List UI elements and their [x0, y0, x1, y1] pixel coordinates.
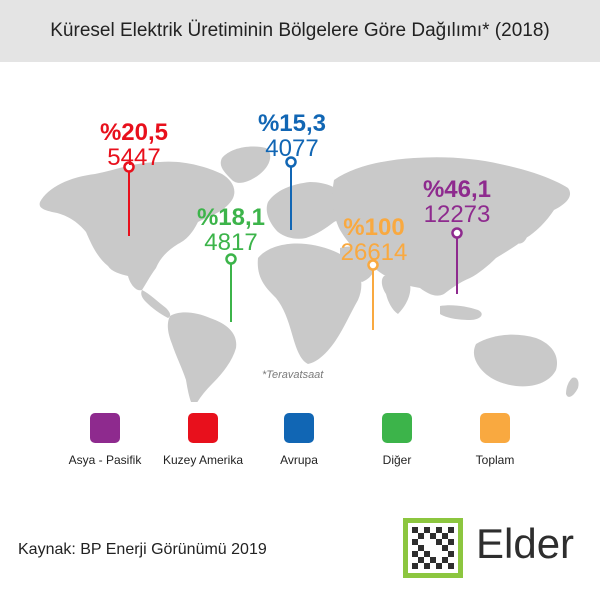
legend-swatch [90, 413, 120, 443]
legend-swatch [480, 413, 510, 443]
marker-pin-diger [225, 253, 237, 265]
kuzey-amerika-percent: %20,5 [99, 119, 169, 146]
callout-kuzey-amerika: %20,5 5447 [86, 121, 182, 170]
continent-indonesia [440, 305, 482, 320]
continent-europe [266, 182, 348, 239]
continent-south-america [167, 312, 237, 402]
legend-label: Avrupa [280, 453, 318, 467]
diger-value: 4817 [204, 229, 258, 256]
avrupa-value: 4077 [265, 135, 319, 162]
world-map [39, 146, 579, 402]
toplam-value: 26614 [340, 239, 408, 266]
continent-india [381, 275, 411, 314]
callout-avrupa: %15,3 4077 [244, 112, 340, 161]
continent-africa [257, 243, 362, 364]
legend-item-toplam: Toplam [440, 413, 550, 467]
legend-swatch [284, 413, 314, 443]
asya-pasifik-value: 12273 [423, 201, 491, 228]
chart-title: Küresel Elektrik Üretiminin Bölgelere Gö… [50, 20, 550, 41]
legend-item-diger: Diğer [342, 413, 452, 467]
source-text: Kaynak: BP Enerji Görünümü 2019 [18, 541, 267, 558]
continent-greenland [220, 146, 271, 183]
legend-label: Kuzey Amerika [162, 453, 244, 467]
region-markers [123, 156, 463, 330]
continents [39, 146, 579, 402]
diger-percent: %18,1 [196, 204, 266, 231]
legend-item-kuzey-amerika: Kuzey Amerika [148, 413, 258, 467]
elder-logo: Elder [403, 518, 591, 578]
legend-swatch [382, 413, 412, 443]
callout-diger: %18,1 4817 [183, 206, 279, 255]
asya-pasifik-percent: %46,1 [422, 176, 492, 203]
callout-toplam: %100 26614 [326, 216, 422, 265]
avrupa-percent: %15,3 [257, 110, 327, 137]
legend-label: Diğer [382, 453, 412, 467]
continent-new-zealand [566, 377, 579, 397]
toplam-percent: %100 [343, 214, 405, 241]
legend-item-asya-pasifik: Asya - Pasifik [50, 413, 160, 467]
title-bar: Küresel Elektrik Üretiminin Bölgelere Gö… [0, 0, 600, 62]
legend-label: Asya - Pasifik [68, 453, 142, 467]
marker-pin-asya-pasifik [451, 227, 463, 239]
continent-north-america [39, 161, 235, 291]
kuzey-amerika-value: 5447 [107, 144, 161, 171]
continent-central-america [141, 290, 171, 318]
marker-pin-toplam [367, 259, 379, 271]
continent-australia [473, 334, 558, 387]
marker-pin-kuzey-amerika [123, 161, 135, 173]
callout-asya-pasifik: %46,1 12273 [409, 178, 505, 227]
marker-pin-avrupa [285, 156, 297, 168]
continent-asia [332, 157, 571, 296]
unit-note: *Teravatsaat [262, 369, 324, 381]
legend-item-avrupa: Avrupa [244, 413, 354, 467]
legend-swatch [188, 413, 218, 443]
legend-label: Toplam [475, 453, 515, 467]
elder-logo-text: Elder [476, 520, 575, 567]
continent-japan [515, 221, 529, 244]
elder-logo-icon [403, 518, 463, 578]
